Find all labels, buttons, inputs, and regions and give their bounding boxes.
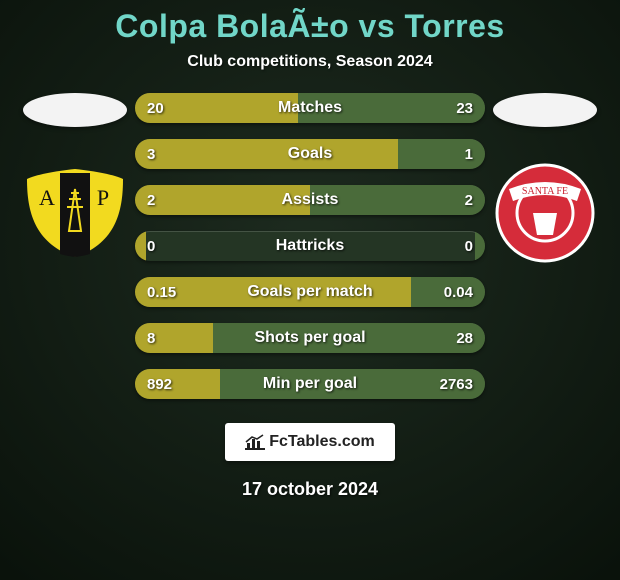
bar-value-left: 0: [147, 231, 155, 261]
page-subtitle: Club competitions, Season 2024: [187, 53, 432, 71]
bar-fill-left: [135, 277, 411, 307]
bar-fill-right: [310, 185, 485, 215]
bar-fill-left: [135, 185, 310, 215]
bar-value-right: 0: [465, 231, 473, 261]
bar-fill-right: [220, 369, 485, 399]
banner-text: SANTA FE: [522, 186, 568, 197]
shield-letter-p: P: [97, 185, 109, 210]
bar-fill-right: [298, 93, 485, 123]
stat-row: 2023Matches: [135, 93, 485, 123]
flag-left: [23, 93, 127, 127]
club-badge-left: A P: [25, 163, 125, 263]
stat-row: 8922763Min per goal: [135, 369, 485, 399]
shield-letter-a: A: [39, 185, 55, 210]
stat-row: 22Assists: [135, 185, 485, 215]
bar-fill-right: [213, 323, 485, 353]
stat-row: 0.150.04Goals per match: [135, 277, 485, 307]
bar-fill-left: [135, 369, 220, 399]
stat-row: 828Shots per goal: [135, 323, 485, 353]
watermark-text: FcTables.com: [269, 433, 375, 451]
page-title: Colpa BolaÃ±o vs Torres: [115, 8, 504, 45]
stat-row: 31Goals: [135, 139, 485, 169]
bar-fill-left: [135, 231, 146, 261]
club-badge-right: SANTA FE: [495, 163, 595, 263]
bar-fill-right: [398, 139, 486, 169]
stat-bars: 2023Matches 31Goals 22Assists 0 0Hattricks 0.…: [135, 93, 485, 399]
date-label: 17 october 2024: [242, 479, 378, 500]
player-left: A P: [15, 93, 135, 263]
chart-icon: [245, 434, 265, 450]
bar-fill-left: [135, 93, 298, 123]
bar-fill-left: [135, 139, 398, 169]
bar-fill-left: [135, 323, 213, 353]
bar-label: Hattricks: [135, 231, 485, 261]
stat-row: 0 0Hattricks: [135, 231, 485, 261]
player-right: SANTA FE: [485, 93, 605, 263]
bar-fill-right: [411, 277, 485, 307]
bar-fill-right: [475, 231, 486, 261]
watermark: FcTables.com: [225, 423, 395, 461]
comparison-row: A P 2023Matches 31Goals 22Assists 0 0Hattric…: [0, 93, 620, 399]
flag-right: [493, 93, 597, 127]
